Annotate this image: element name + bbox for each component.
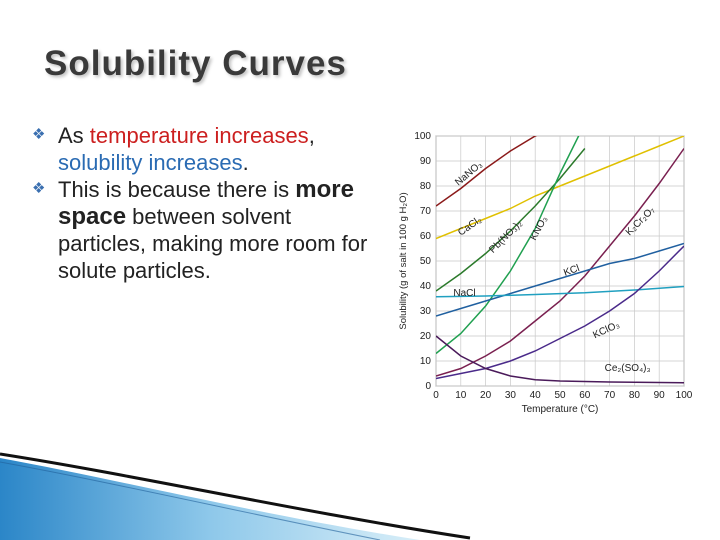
y-tick-label: 10 — [420, 356, 432, 367]
series-annotation-label: NaCl — [453, 288, 475, 299]
bullet-text-pre: As — [58, 123, 90, 148]
x-tick-label: 20 — [480, 390, 492, 401]
bullet-item: ❖ As temperature increases, solubility i… — [32, 122, 382, 176]
x-tick-label: 0 — [433, 390, 439, 401]
x-tick-label: 90 — [654, 390, 666, 401]
x-tick-label: 50 — [554, 390, 566, 401]
swoosh-line — [0, 452, 471, 540]
y-tick-label: 50 — [420, 256, 432, 267]
swoosh-fill — [0, 458, 420, 540]
bullet-text-bold: more space — [58, 176, 354, 230]
series-line — [436, 136, 538, 207]
bullet-text-post: , — [308, 123, 315, 148]
y-tick-label: 40 — [420, 281, 432, 292]
bullet-text-pre: This is because there is — [58, 177, 296, 202]
diamond-bullet-icon: ❖ — [32, 180, 46, 197]
bullet-list: ❖ As temperature increases, solubility i… — [32, 122, 382, 284]
series-line — [436, 242, 684, 317]
x-tick-label: 100 — [676, 390, 693, 401]
x-tick-label: 70 — [604, 390, 616, 401]
footer-swoosh-decoration — [0, 452, 471, 540]
y-tick-label: 90 — [420, 156, 432, 167]
y-tick-label: 0 — [425, 381, 431, 392]
y-tick-label: 30 — [420, 306, 432, 317]
series-line — [436, 136, 684, 240]
swoosh-line — [0, 461, 381, 540]
x-tick-label: 10 — [455, 390, 467, 401]
x-tick-label: 60 — [579, 390, 591, 401]
y-tick-label: 60 — [420, 231, 432, 242]
bullet-text-highlight-blue: solubility increases — [58, 150, 243, 175]
bullet-text-end: . — [242, 150, 249, 175]
series-line — [436, 335, 684, 384]
series-annotation-label: Ce₂(SO₄)₃ — [605, 363, 651, 374]
x-tick-label: 80 — [629, 390, 641, 401]
bullet-text-post: between solvent particles, making more r… — [58, 204, 368, 283]
series-line — [436, 136, 580, 355]
x-tick-label: 40 — [530, 390, 542, 401]
series-line — [436, 148, 684, 377]
y-axis-label: Solubility (g of salt in 100 g H₂O) — [398, 192, 409, 329]
slide-title: Solubility Curves — [44, 44, 347, 83]
x-tick-label: 30 — [505, 390, 517, 401]
series-line — [436, 148, 586, 292]
series-line — [436, 285, 684, 298]
solubility-chart: 0 10 20 30 40 50 60 70 80 90 100 0 10 20 30 40 50 60 70 80 9… — [398, 131, 693, 415]
bullet-item: ❖ This is because there is more space be… — [32, 176, 382, 284]
y-tick-label: 20 — [420, 331, 432, 342]
y-tick-label: 100 — [414, 131, 431, 142]
series-line — [436, 245, 684, 380]
diamond-bullet-icon: ❖ — [32, 126, 46, 143]
bullet-text-highlight-red: temperature increases — [89, 123, 309, 148]
series-annotation-label: KCl — [562, 263, 581, 279]
y-tick-label: 70 — [420, 206, 432, 217]
y-tick-label: 80 — [420, 181, 432, 192]
x-axis-label: Temperature (°C) — [522, 404, 599, 415]
